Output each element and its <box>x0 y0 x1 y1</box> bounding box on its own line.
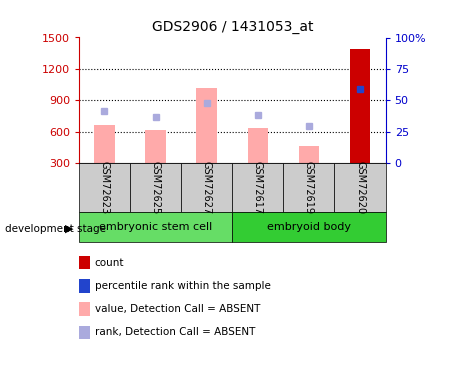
Text: rank, Detection Call = ABSENT: rank, Detection Call = ABSENT <box>95 327 255 337</box>
Text: percentile rank within the sample: percentile rank within the sample <box>95 281 271 291</box>
Text: embryoid body: embryoid body <box>267 222 351 232</box>
Text: embryonic stem cell: embryonic stem cell <box>99 222 212 232</box>
Text: GSM72623: GSM72623 <box>100 161 110 214</box>
Bar <box>197 88 217 163</box>
Text: GSM72627: GSM72627 <box>202 161 212 214</box>
Text: GSM72625: GSM72625 <box>151 161 161 214</box>
Title: GDS2906 / 1431053_at: GDS2906 / 1431053_at <box>152 20 313 34</box>
Bar <box>299 146 319 163</box>
Bar <box>350 49 370 163</box>
Bar <box>145 130 166 163</box>
Text: development stage: development stage <box>5 224 106 234</box>
Text: ▶: ▶ <box>65 224 74 234</box>
Text: GSM72620: GSM72620 <box>355 161 365 214</box>
Text: GSM72619: GSM72619 <box>304 161 314 214</box>
Bar <box>248 128 268 163</box>
Bar <box>94 125 115 163</box>
Text: count: count <box>95 258 124 267</box>
Text: value, Detection Call = ABSENT: value, Detection Call = ABSENT <box>95 304 260 314</box>
Text: GSM72617: GSM72617 <box>253 161 263 214</box>
